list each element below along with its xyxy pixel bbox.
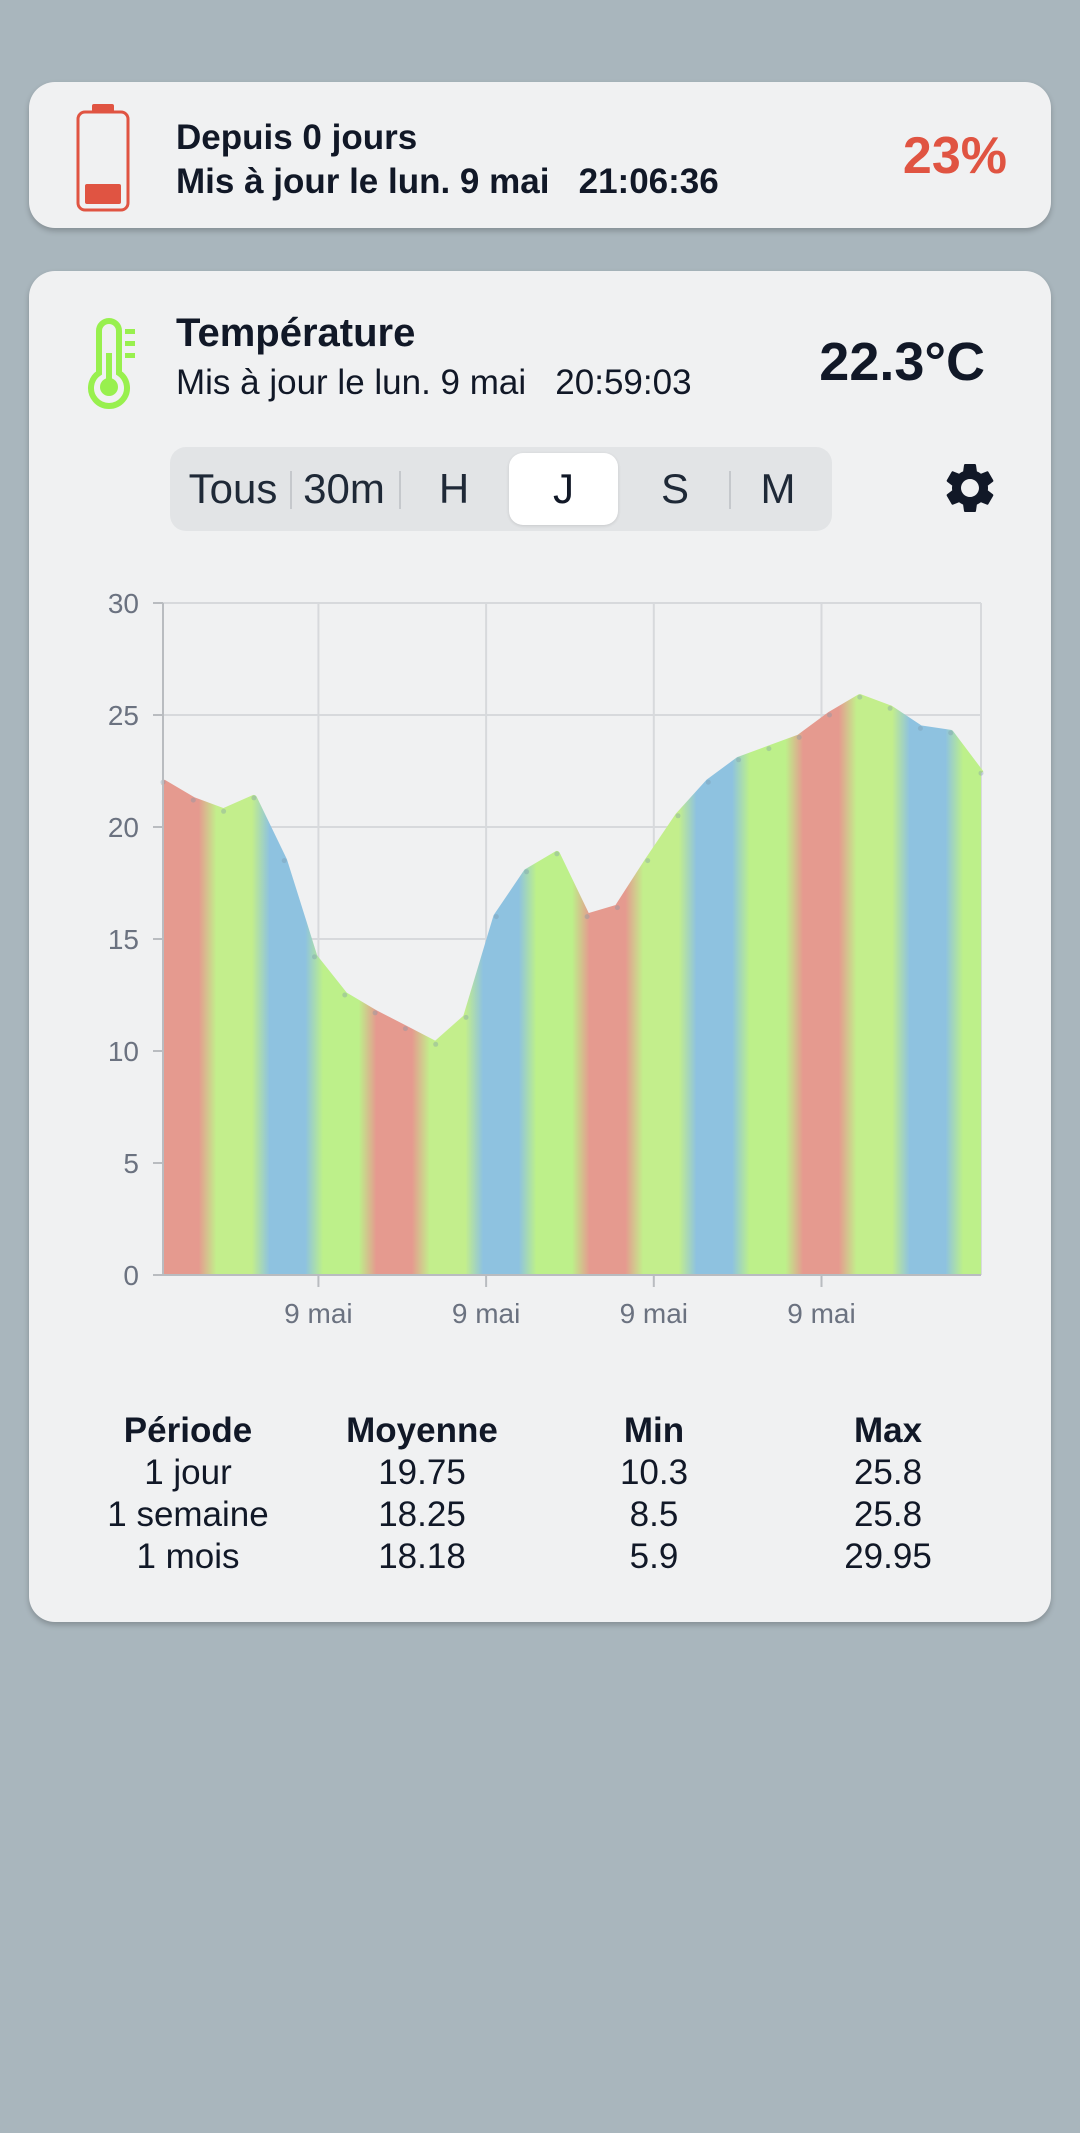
tab-divider: [290, 471, 292, 509]
data-point: [402, 1026, 408, 1032]
data-point: [705, 779, 711, 785]
stats-cell: 25.8: [853, 1453, 923, 1492]
stats-cell: 29.95: [844, 1537, 932, 1576]
data-point: [251, 795, 257, 801]
tab-s[interactable]: S: [660, 465, 689, 512]
stats-cell: 18.25: [378, 1495, 466, 1534]
battery-since: Depuis 0 jours: [176, 118, 418, 157]
period-selector: Tous 30m H J S M: [170, 447, 832, 531]
temperature-chart: 0 5 10 15 20 25 30 9 mai 9 mai 9 mai 9 mai: [108, 588, 984, 1329]
battery-percent: 23%: [902, 127, 1007, 185]
y-tick-label: 5: [123, 1148, 139, 1179]
data-point: [433, 1041, 439, 1047]
stats-cell: 1 mois: [136, 1537, 240, 1576]
y-tick-label: 30: [108, 588, 139, 619]
stats-cell: 8.5: [629, 1495, 679, 1534]
y-tick-label: 10: [108, 1036, 139, 1067]
x-tick-label: 9 mai: [620, 1298, 688, 1329]
data-point: [766, 746, 772, 752]
temperature-value: 22.3°C: [819, 332, 985, 392]
y-tick-label: 15: [108, 924, 139, 955]
tab-divider: [399, 471, 401, 509]
data-point: [463, 1014, 469, 1020]
data-point: [312, 954, 317, 960]
data-point: [584, 914, 590, 920]
data-point: [827, 712, 832, 718]
battery-updated: Mis à jour le lun. 9 mai 21:06:36: [176, 162, 719, 201]
data-point: [948, 730, 954, 736]
data-point: [221, 808, 227, 814]
temperature-title: Température: [176, 311, 416, 355]
data-point: [524, 869, 530, 875]
stats-cell: 5.9: [629, 1537, 679, 1576]
data-point: [857, 694, 863, 700]
gear-icon[interactable]: [940, 458, 1000, 518]
data-point: [372, 1010, 378, 1016]
battery-low-icon: [76, 104, 130, 212]
data-point: [736, 757, 742, 763]
tab-h[interactable]: H: [438, 465, 470, 512]
tab-tous[interactable]: Tous: [188, 465, 278, 512]
x-tick-label: 9 mai: [284, 1298, 352, 1329]
data-point: [796, 734, 802, 740]
table-row: 1 jour 19.75 10.3 25.8: [29, 1453, 1051, 1495]
stats-header-max: Max: [853, 1411, 923, 1450]
y-tick-label: 20: [108, 812, 139, 843]
stats-header-periode: Période: [123, 1411, 253, 1450]
stats-cell: 1 semaine: [107, 1495, 269, 1534]
temperature-card: Température Mis à jour le lun. 9 mai 20:…: [29, 271, 1051, 1622]
series-area: [163, 697, 981, 1275]
stats-cell: 1 jour: [144, 1453, 232, 1492]
stats-table: Période Moyenne Min Max 1 jour 19.75 10.…: [29, 1411, 1051, 1579]
tab-j[interactable]: J: [509, 453, 618, 525]
battery-card: Depuis 0 jours Mis à jour le lun. 9 mai …: [29, 82, 1051, 228]
stats-cell: 25.8: [853, 1495, 923, 1534]
series-line: [161, 694, 984, 1048]
thermometer-icon: [88, 318, 135, 409]
table-row: 1 mois 18.18 5.9 29.95: [29, 1537, 1051, 1579]
y-tick-label: 25: [108, 700, 139, 731]
data-point: [675, 813, 681, 819]
stats-header-row: Période Moyenne Min Max: [29, 1411, 1051, 1453]
data-point: [281, 858, 287, 864]
table-row: 1 semaine 18.25 8.5 25.8: [29, 1495, 1051, 1537]
x-tick-label: 9 mai: [452, 1298, 520, 1329]
stats-header-min: Min: [623, 1411, 685, 1450]
stats-header-moyenne: Moyenne: [346, 1411, 498, 1450]
data-point: [493, 914, 499, 920]
data-point: [887, 705, 893, 711]
data-point: [645, 858, 651, 864]
data-point: [190, 797, 196, 803]
data-point: [614, 905, 620, 911]
data-point: [554, 851, 560, 857]
y-tick-label: 0: [123, 1260, 139, 1291]
tab-divider: [729, 471, 731, 509]
data-point: [917, 725, 923, 731]
x-tick-label: 9 mai: [787, 1298, 855, 1329]
temperature-updated: Mis à jour le lun. 9 mai 20:59:03: [176, 363, 692, 402]
data-point: [342, 992, 348, 998]
stats-cell: 10.3: [619, 1453, 689, 1492]
tab-m[interactable]: M: [760, 465, 796, 512]
stats-cell: 19.75: [378, 1453, 466, 1492]
tab-30m[interactable]: 30m: [303, 465, 385, 512]
data-point: [978, 770, 984, 776]
stats-cell: 18.18: [378, 1537, 466, 1576]
